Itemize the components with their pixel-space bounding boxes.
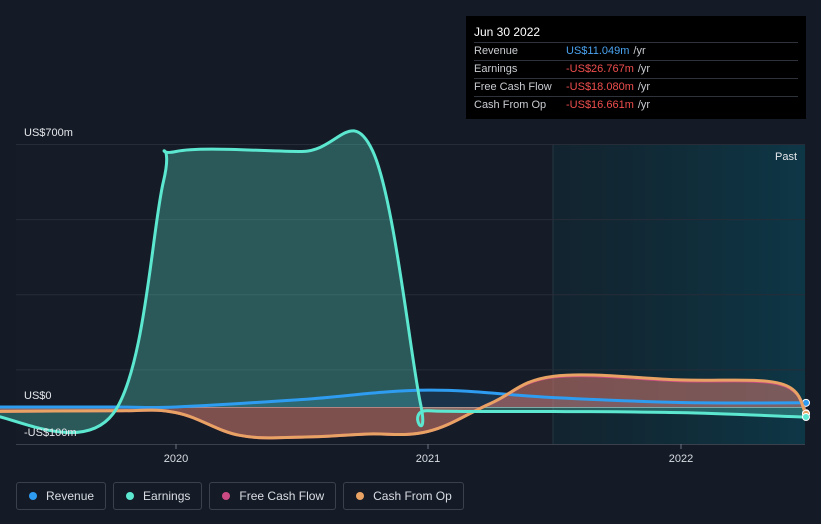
tooltip-value: US$11.049m bbox=[566, 45, 630, 57]
line-earnings bbox=[0, 129, 808, 434]
y-axis-label: -US$100m bbox=[24, 427, 77, 439]
area-earnings bbox=[0, 130, 806, 433]
tooltip-row-free-cash-flow: Free Cash Flow -US$18.080m /yr bbox=[474, 78, 798, 96]
tooltip-date: Jun 30 2022 bbox=[474, 25, 541, 39]
area-revenue bbox=[0, 390, 806, 408]
legend-dot-icon bbox=[356, 492, 365, 500]
y-axis-label: US$0 bbox=[24, 390, 52, 402]
tooltip-label: Revenue bbox=[474, 45, 519, 57]
legend-item-free-cash-flow[interactable]: Free Cash Flow bbox=[209, 482, 337, 510]
area-free-cash-flow bbox=[0, 375, 806, 438]
x-tick-label: 2021 bbox=[416, 453, 440, 465]
legend: Revenue Earnings Free Cash Flow Cash Fro… bbox=[16, 482, 464, 512]
tooltip-row-revenue: Revenue US$11.049m /yr bbox=[474, 42, 798, 60]
legend-label: Earnings bbox=[143, 489, 191, 503]
line-cash-from-op bbox=[0, 373, 808, 440]
line-revenue bbox=[0, 388, 808, 410]
legend-label: Revenue bbox=[46, 489, 95, 503]
tooltip-unit: /yr bbox=[637, 99, 651, 111]
tooltip-unit: /yr bbox=[637, 81, 651, 93]
x-tick-label: 2022 bbox=[669, 453, 693, 465]
tooltip-unit: /yr bbox=[637, 63, 651, 75]
legend-item-earnings[interactable]: Earnings bbox=[113, 482, 203, 510]
legend-label: Free Cash Flow bbox=[239, 489, 325, 503]
area-cash-from-op bbox=[0, 374, 806, 438]
y-axis-label: US$700m bbox=[24, 127, 73, 139]
tooltip-value: -US$16.661m bbox=[566, 99, 634, 111]
tooltip-value: -US$18.080m bbox=[566, 81, 634, 93]
tooltip-label: Earnings bbox=[474, 63, 518, 75]
legend-label: Cash From Op bbox=[373, 489, 452, 503]
tooltip-unit: /yr bbox=[633, 45, 646, 57]
tooltip-label: Cash From Op bbox=[474, 99, 547, 111]
tooltip: Jun 30 2022 Revenue US$11.049m /yr Earni… bbox=[466, 16, 806, 119]
legend-item-cash-from-op[interactable]: Cash From Op bbox=[343, 482, 464, 510]
legend-item-revenue[interactable]: Revenue bbox=[16, 482, 107, 510]
past-region bbox=[553, 144, 805, 444]
past-label: Past bbox=[775, 151, 797, 163]
tooltip-label: Free Cash Flow bbox=[474, 81, 552, 93]
x-tick-label: 2020 bbox=[164, 453, 188, 465]
tooltip-value: -US$26.767m bbox=[566, 63, 634, 75]
legend-dot-icon bbox=[126, 492, 135, 500]
legend-dot-icon bbox=[222, 492, 231, 500]
endpoint-earnings bbox=[802, 413, 810, 422]
tooltip-row-cash-from-op: Cash From Op -US$16.661m /yr bbox=[474, 96, 798, 114]
legend-dot-icon bbox=[29, 492, 37, 500]
tooltip-row-earnings: Earnings -US$26.767m /yr bbox=[474, 60, 798, 78]
